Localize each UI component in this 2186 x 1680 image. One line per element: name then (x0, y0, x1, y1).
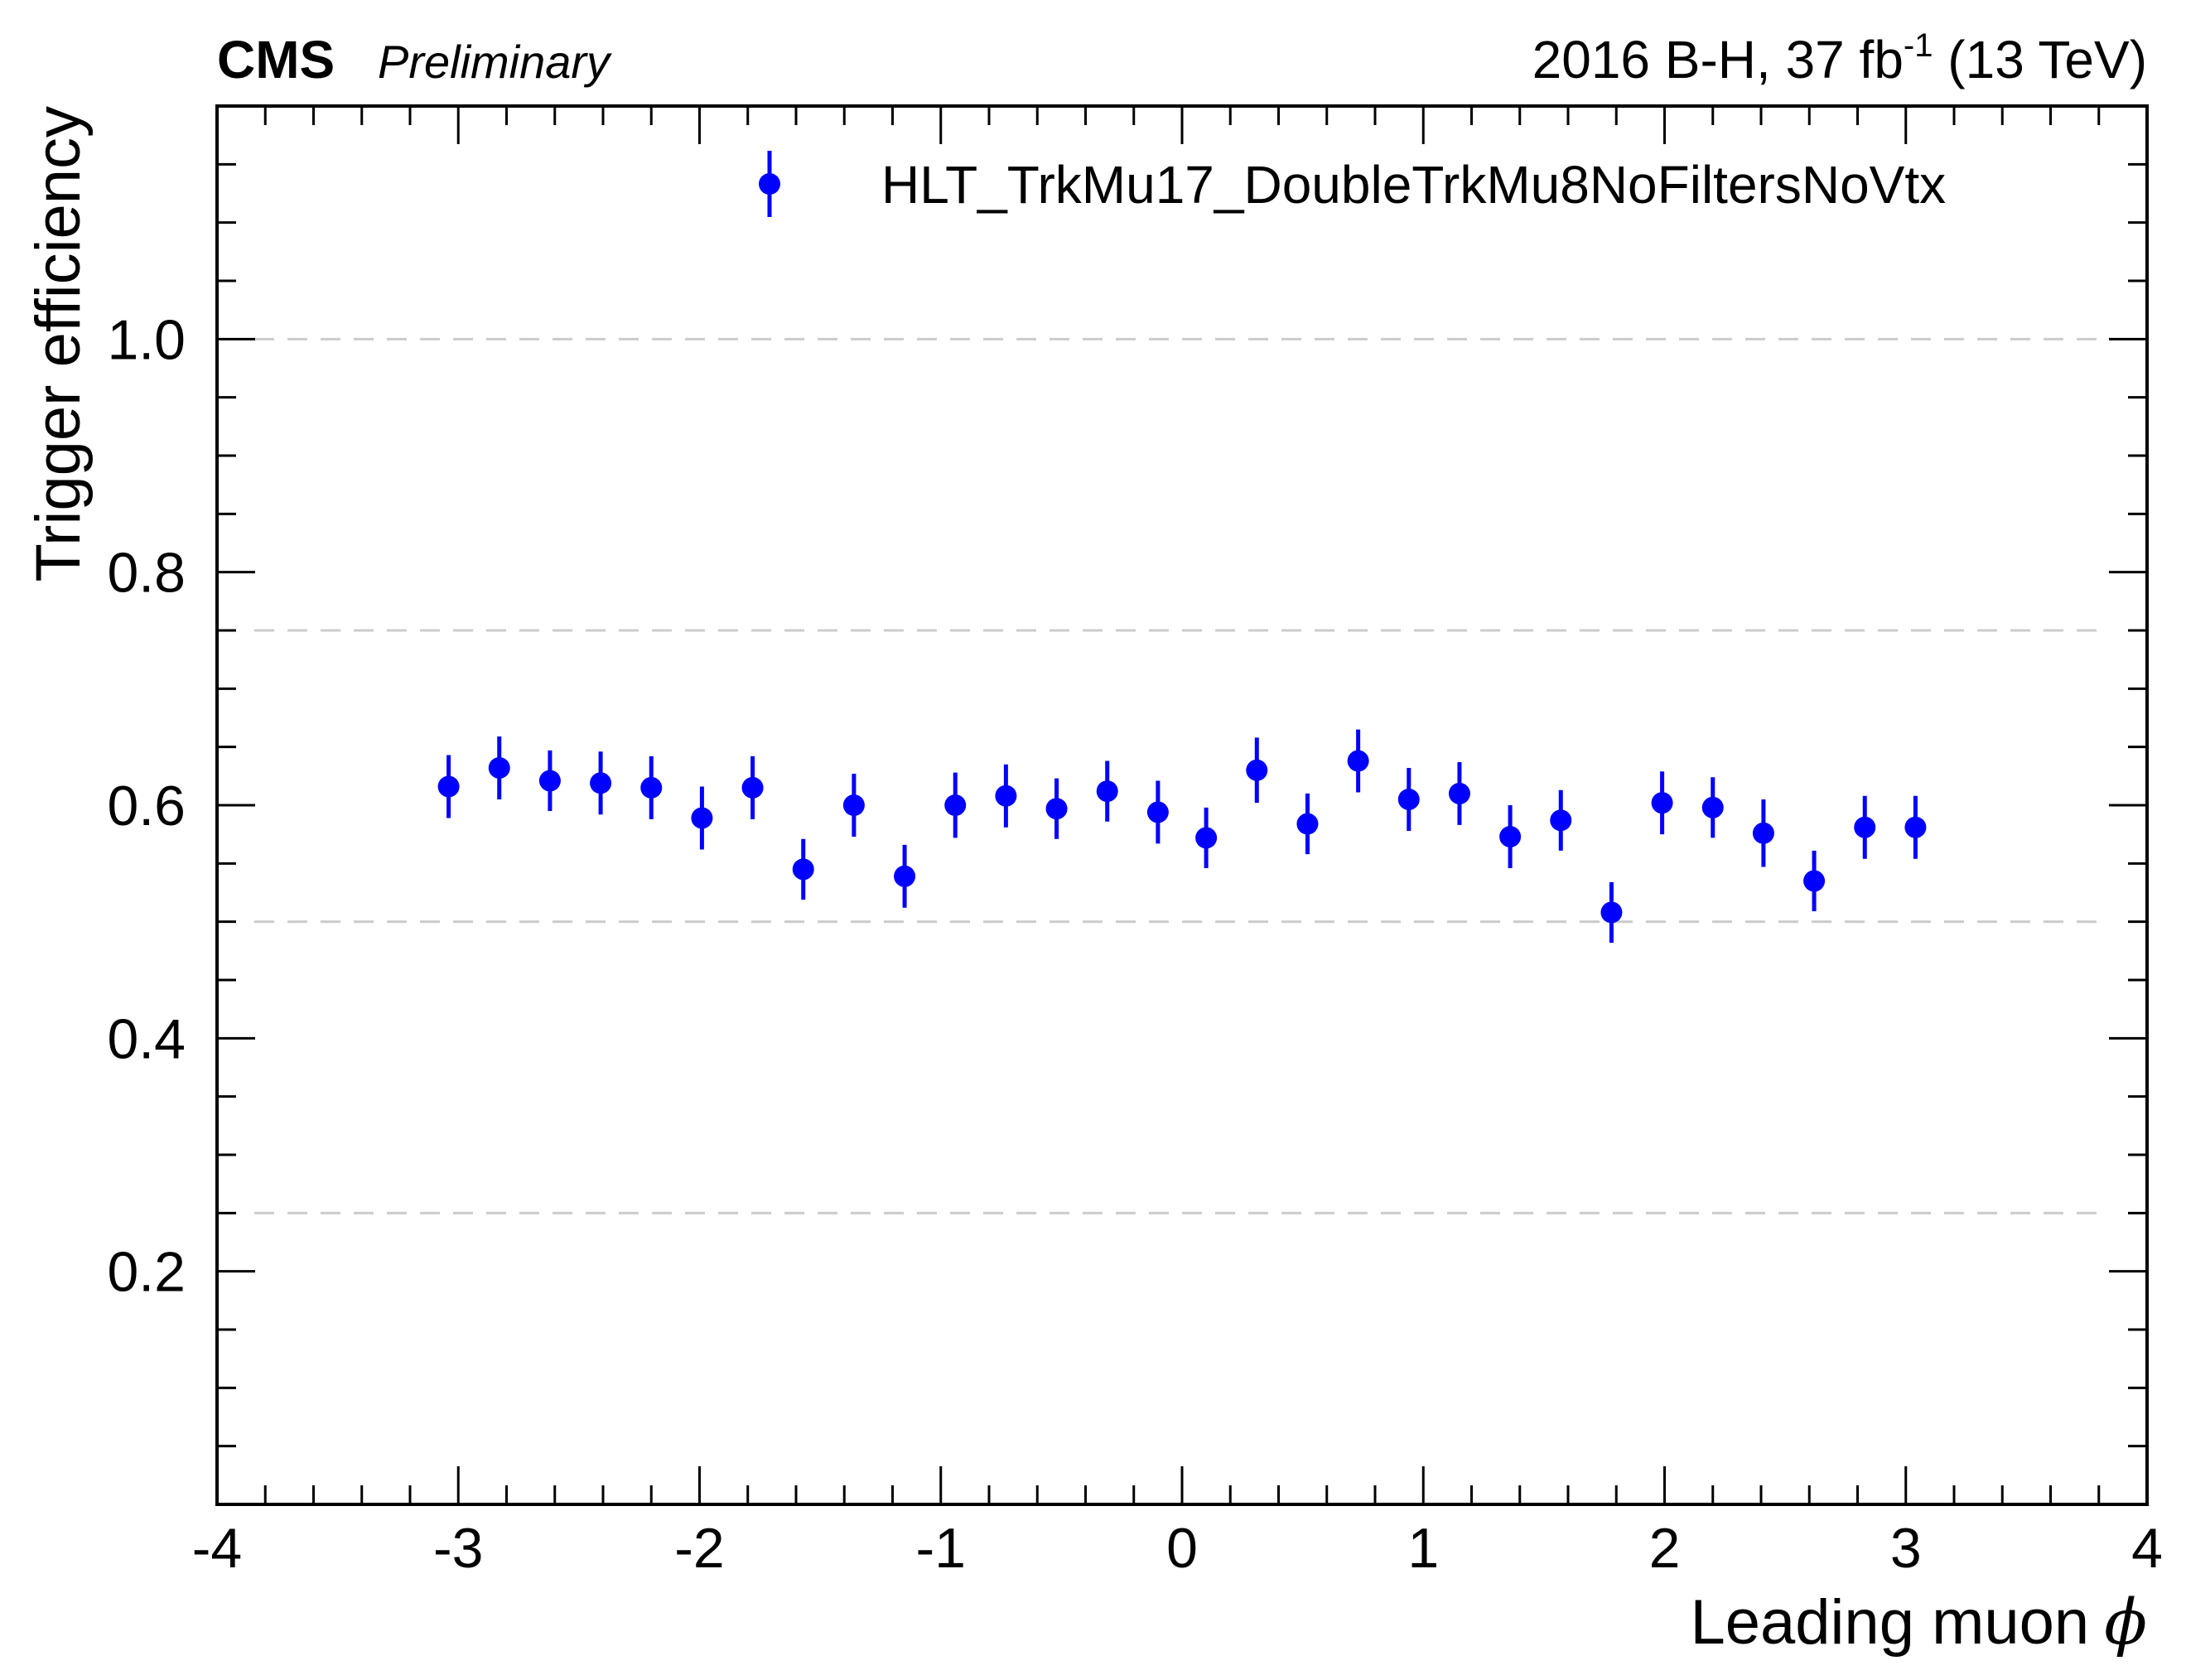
grid-lines (254, 337, 2110, 1214)
x-tick-label: -1 (916, 1517, 966, 1580)
data-marker (1195, 827, 1218, 849)
status-label: Preliminary (378, 36, 612, 88)
data-point (1550, 789, 1572, 851)
data-marker (894, 865, 916, 887)
legend-label: HLT_TrkMu17_DoubleTrkMu8NoFiltersNoVtx (881, 155, 1946, 215)
x-tick-label: -3 (433, 1517, 483, 1580)
data-marker (437, 775, 460, 798)
data-point (1045, 778, 1068, 839)
data-marker (1499, 825, 1522, 847)
data-marker (995, 784, 1017, 807)
x-tick-label: 2 (1649, 1517, 1681, 1580)
data-point (640, 756, 663, 819)
x-tick-label: 4 (2131, 1517, 2163, 1580)
legend: HLT_TrkMu17_DoubleTrkMu8NoFiltersNoVtx (759, 151, 1946, 217)
data-marker (1146, 801, 1169, 823)
data-marker (1096, 780, 1118, 803)
data-point (1752, 799, 1774, 867)
y-tick-label: 0.8 (107, 542, 186, 605)
tick-labels: -4 -3 -2 -1 0 1 2 3 4 0.2 0.4 0.6 0.8 1.0 (107, 308, 2162, 1580)
y-axis-title: Trigger efficiency (23, 106, 94, 582)
plot-frame (215, 104, 2149, 1506)
data-point (437, 755, 460, 818)
data-marker (1246, 759, 1268, 781)
data-marker (792, 858, 814, 881)
data-marker (1448, 782, 1470, 804)
luminosity-exponent: -1 (1904, 27, 1933, 64)
data-marker (691, 807, 713, 829)
data-point (1499, 805, 1522, 868)
data-marker (1904, 816, 1927, 838)
axis-ticks (215, 106, 2149, 1504)
data-point (1296, 793, 1319, 855)
data-point (1146, 780, 1169, 844)
x-tick-label: 1 (1407, 1517, 1439, 1580)
data-marker (842, 794, 865, 816)
data-point (1854, 795, 1876, 859)
data-marker (1803, 870, 1826, 892)
data-marker (741, 776, 764, 799)
data-marker (1752, 822, 1774, 844)
data-marker (1854, 816, 1876, 838)
data-point (1096, 760, 1118, 822)
data-point (894, 844, 916, 908)
x-tick-label: -2 (674, 1517, 724, 1580)
data-point (1195, 807, 1218, 868)
data-point (488, 736, 510, 799)
data-marker (538, 770, 561, 792)
data-marker (1045, 798, 1068, 820)
y-tick-label: 1.0 (107, 308, 186, 371)
luminosity-label: 2016 B-H, 37 fb-1 (13 TeV) (1532, 27, 2147, 89)
x-tick-label: 3 (1890, 1517, 1922, 1580)
data-marker (1651, 792, 1673, 814)
data-point (1448, 761, 1470, 825)
data-point (1397, 767, 1420, 831)
y-tick-label: 0.6 (107, 775, 186, 838)
x-axis-title-text: Leading muon (1690, 1587, 2089, 1658)
data-point (1246, 737, 1268, 804)
data-point (741, 756, 764, 819)
data-marker (1397, 788, 1420, 810)
x-axis-symbol: ϕ (2104, 1585, 2147, 1658)
data-marker (944, 794, 967, 816)
data-marker (1296, 813, 1319, 835)
data-marker (1701, 796, 1724, 818)
legend-marker (759, 173, 780, 195)
data-point (1701, 777, 1724, 838)
data-series (437, 729, 1927, 943)
x-tick-label: 0 (1166, 1517, 1198, 1580)
x-tick-label: -4 (192, 1517, 242, 1580)
data-marker (640, 776, 663, 799)
data-point (995, 764, 1017, 828)
data-point (792, 838, 814, 900)
x-axis-title: Leading muon ϕ (1690, 1585, 2147, 1658)
experiment-label: CMS (217, 30, 335, 89)
data-point (1651, 771, 1673, 835)
data-point (691, 786, 713, 850)
data-marker (488, 756, 510, 779)
luminosity-prefix: 2016 B-H, 37 fb (1532, 30, 1904, 89)
data-point (590, 751, 612, 815)
y-tick-label: 0.2 (107, 1241, 186, 1304)
data-point (538, 750, 561, 812)
data-point (1600, 881, 1623, 943)
luminosity-suffix: (13 TeV) (1933, 30, 2148, 89)
data-point (1803, 850, 1826, 912)
data-point (944, 772, 967, 838)
data-point (1347, 729, 1369, 793)
data-marker (1347, 750, 1369, 772)
data-marker (590, 772, 612, 794)
data-marker (1600, 901, 1623, 924)
data-point (1904, 795, 1927, 859)
data-marker (1550, 809, 1572, 832)
data-point (842, 774, 865, 837)
y-tick-label: 0.4 (107, 1007, 186, 1070)
